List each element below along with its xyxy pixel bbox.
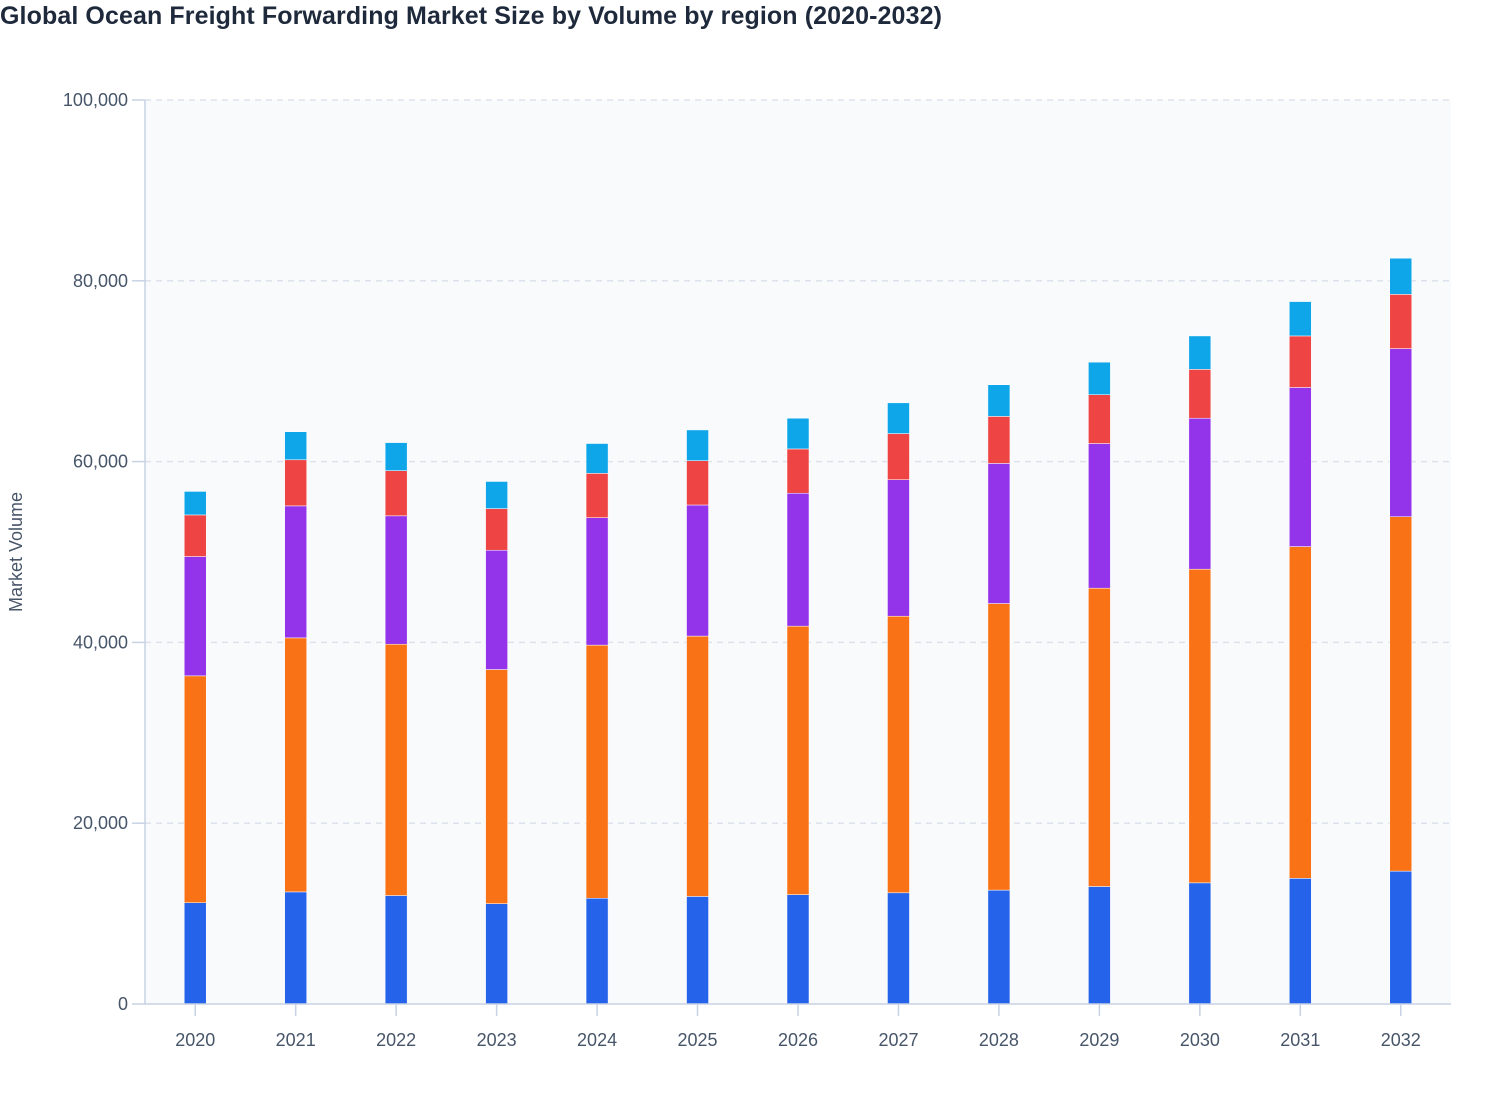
bar-segment — [1188, 417, 1212, 570]
bar-segment — [1188, 882, 1212, 1005]
bar-segment — [987, 603, 1011, 891]
bar-segment — [1389, 870, 1413, 1005]
y-tick-label: 0 — [118, 994, 128, 1014]
bar-segment — [1088, 443, 1111, 589]
y-tick-label: 20,000 — [73, 813, 128, 833]
bar-segment — [183, 491, 207, 516]
bar-segment — [686, 429, 709, 461]
bar-segment — [1289, 335, 1312, 388]
bar-segment — [384, 515, 408, 645]
x-tick-label: 2030 — [1180, 1030, 1220, 1050]
x-tick-label: 2020 — [175, 1030, 215, 1050]
bar-segment — [284, 891, 307, 1005]
y-axis-ticks: 0 20,000 40,000 60,000 80,000 100,000 — [63, 90, 145, 1014]
bar-segment — [1289, 546, 1312, 879]
bar-segment — [284, 637, 307, 893]
bar-segment — [384, 643, 408, 896]
bar-segment — [1188, 369, 1212, 419]
x-tick-label: 2025 — [678, 1030, 718, 1050]
bar-segment — [887, 615, 910, 894]
bar-segment — [1389, 348, 1413, 517]
bar-segment — [987, 463, 1011, 604]
bar-segment — [887, 433, 910, 480]
bar-segment — [987, 384, 1011, 417]
bar-segment — [485, 481, 508, 509]
bar-segment — [585, 644, 609, 899]
bar-segment — [1289, 301, 1312, 337]
x-axis-ticks: 2020 2021 2022 2023 2024 2025 2026 2027 2028 2029… — [175, 1004, 1421, 1050]
bar-segment — [485, 903, 508, 1005]
bar-segment — [1389, 294, 1413, 349]
bar-segment — [1389, 257, 1413, 295]
bar-segment — [485, 549, 508, 670]
bar-segment — [786, 625, 810, 895]
bar-segment — [384, 895, 408, 1005]
x-tick-label: 2026 — [778, 1030, 818, 1050]
bar-segment — [686, 635, 709, 897]
bar-segment — [887, 479, 910, 617]
bar-segment — [1088, 587, 1111, 887]
y-tick-label: 100,000 — [63, 90, 128, 110]
bar-segment — [786, 417, 810, 450]
bar-segment — [284, 431, 307, 461]
bar-segment — [384, 442, 408, 471]
x-tick-label: 2028 — [979, 1030, 1019, 1050]
bar-segment — [686, 460, 709, 506]
bar-segment — [183, 514, 207, 557]
y-tick-label: 80,000 — [73, 271, 128, 291]
bar-segment — [1389, 516, 1413, 872]
x-tick-label: 2032 — [1381, 1030, 1421, 1050]
bar-segment — [485, 508, 508, 551]
bars — [183, 257, 1413, 1005]
chart-title: Global Ocean Freight Forwarding Market S… — [0, 2, 942, 30]
x-tick-label: 2027 — [878, 1030, 918, 1050]
bar-segment — [183, 902, 207, 1005]
y-tick-label: 60,000 — [73, 452, 128, 472]
bar-segment — [1088, 361, 1111, 395]
x-tick-label: 2024 — [577, 1030, 617, 1050]
x-tick-label: 2029 — [1079, 1030, 1119, 1050]
bar-segment — [686, 504, 709, 637]
bar-segment — [284, 459, 307, 507]
bar-segment — [1188, 568, 1212, 884]
bar-segment — [887, 402, 910, 434]
bar-segment — [987, 889, 1011, 1005]
x-tick-label: 2023 — [477, 1030, 517, 1050]
bar-segment — [284, 505, 307, 639]
bar-segment — [887, 892, 910, 1005]
bar-segment — [786, 894, 810, 1005]
x-tick-label: 2021 — [276, 1030, 316, 1050]
bar-segment — [786, 448, 810, 494]
bar-segment — [1088, 394, 1111, 444]
bar-segment — [183, 675, 207, 904]
bar-segment — [987, 416, 1011, 464]
bar-segment — [585, 443, 609, 474]
bar-segment — [585, 517, 609, 646]
y-tick-label: 40,000 — [73, 632, 128, 652]
y-axis-label: Market Volume — [6, 492, 26, 612]
bar-segment — [585, 473, 609, 518]
x-tick-label: 2031 — [1280, 1030, 1320, 1050]
bar-segment — [1088, 886, 1111, 1005]
x-tick-label: 2022 — [376, 1030, 416, 1050]
bar-segment — [384, 470, 408, 517]
bar-segment — [485, 669, 508, 904]
bar-segment — [1289, 387, 1312, 547]
bar-segment — [183, 556, 207, 677]
bar-segment — [1289, 878, 1312, 1005]
bar-segment — [686, 896, 709, 1005]
bar-segment — [1188, 335, 1212, 370]
bar-segment — [585, 897, 609, 1005]
bar-segment — [786, 492, 810, 627]
